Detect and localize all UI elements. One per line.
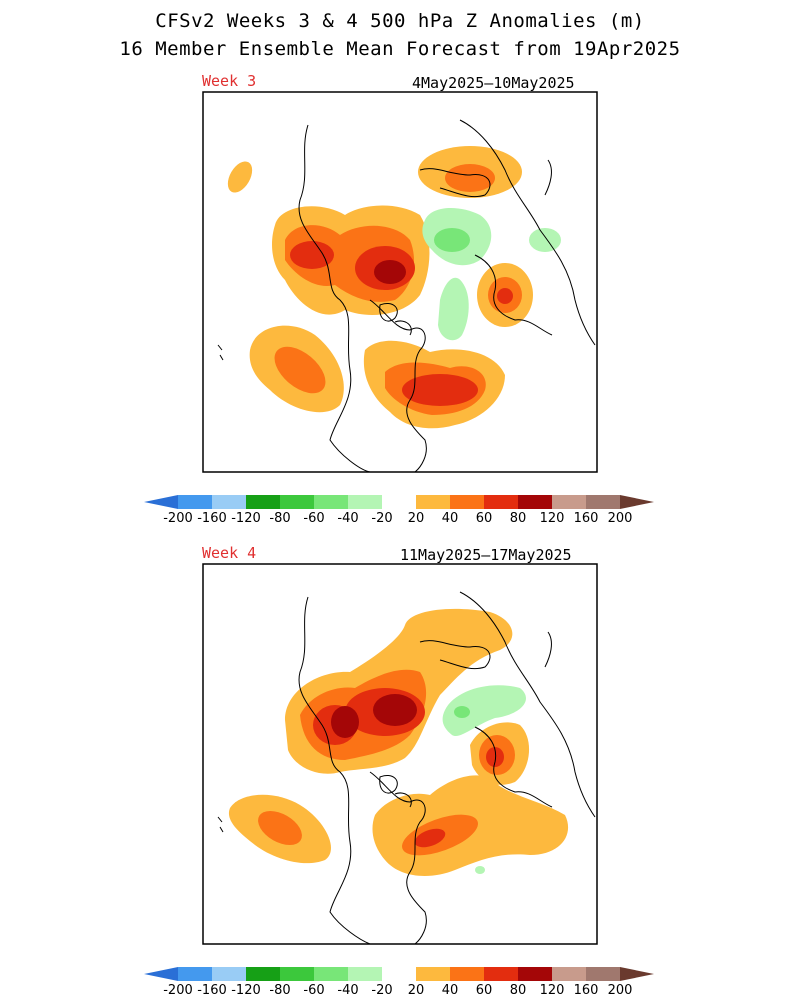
colorbar-box <box>586 967 620 981</box>
colorbar-box <box>178 495 212 509</box>
colorbar-tick-label: 20 <box>408 983 425 998</box>
colorbar-tick-label: -160 <box>197 511 227 526</box>
colorbar-tick-label: -120 <box>231 983 261 998</box>
colorbar-tick-label: 60 <box>476 983 493 998</box>
colorbar-box <box>416 967 450 981</box>
colorbar-tick-label: 120 <box>540 511 565 526</box>
colorbar-tick-label: 20 <box>408 511 425 526</box>
colorbar-box <box>348 495 382 509</box>
colorbar-tick-label: -200 <box>163 511 193 526</box>
colorbar-tick-label: -80 <box>269 983 290 998</box>
colorbar-arrow-high <box>620 495 654 509</box>
colorbar-tick-label: 80 <box>510 983 527 998</box>
colorbar-tick-label: 40 <box>442 511 459 526</box>
colorbar-box <box>552 967 586 981</box>
colorbar-arrow-low <box>144 967 178 981</box>
colorbar-tick-label: 40 <box>442 983 459 998</box>
week4-anomaly-field <box>217 591 596 944</box>
colorbar-box <box>382 495 416 509</box>
colorbar-tick-label: -80 <box>269 511 290 526</box>
panel-week4-dates: 11May2025–17May2025 <box>400 546 572 564</box>
chart-title: CFSv2 Weeks 3 & 4 500 hPa Z Anomalies (m… <box>155 10 645 32</box>
panel-week3-label: Week 3 <box>202 72 257 90</box>
colorbar-box <box>314 495 348 509</box>
colorbar-box <box>416 495 450 509</box>
colorbar-tick-label: -40 <box>337 983 358 998</box>
colorbar-box <box>280 495 314 509</box>
colorbar-arrow-low <box>144 495 178 509</box>
colorbar-box <box>178 967 212 981</box>
colorbar-tick-label: -40 <box>337 511 358 526</box>
colorbar-tick-label: -200 <box>163 983 193 998</box>
colorbar-tick-label: -20 <box>371 983 392 998</box>
colorbar-box <box>518 495 552 509</box>
colorbar-box <box>484 967 518 981</box>
colorbar-tick-label: 200 <box>608 511 633 526</box>
chart-subtitle: 16 Member Ensemble Mean Forecast from 19… <box>119 38 681 60</box>
colorbar-tick-label: -60 <box>303 983 324 998</box>
colorbar-box <box>484 495 518 509</box>
colorbar-box <box>518 967 552 981</box>
colorbar-box <box>212 495 246 509</box>
panel-week3-dates: 4May2025–10May2025 <box>412 74 575 92</box>
colorbar-box <box>348 967 382 981</box>
colorbar-box <box>280 967 314 981</box>
colorbar-tick-label: 120 <box>540 983 565 998</box>
colorbar-tick-label: -60 <box>303 511 324 526</box>
week3-anomaly-field <box>217 119 596 472</box>
colorbar-box <box>314 967 348 981</box>
colorbar-box <box>212 967 246 981</box>
colorbar-week4: -200 -160 -120 -80 -60 -40 -20 20 40 60 80 120 160 20… <box>144 967 654 998</box>
colorbar-tick-label: 200 <box>608 983 633 998</box>
colorbar-box <box>450 967 484 981</box>
week3-map-frame <box>202 91 598 473</box>
colorbar-tick-label: 80 <box>510 511 527 526</box>
colorbar-box <box>246 967 280 981</box>
colorbar-tick-label: 160 <box>574 983 599 998</box>
colorbar-box <box>586 495 620 509</box>
colorbar-tick-label: -20 <box>371 511 392 526</box>
colorbar-tick-label: 60 <box>476 511 493 526</box>
colorbar-box <box>382 967 416 981</box>
colorbar-tick-label: 160 <box>574 511 599 526</box>
panel-week4-label: Week 4 <box>202 544 257 562</box>
colorbar-box <box>246 495 280 509</box>
colorbar-week3: -200 -160 -120 -80 -60 -40 -20 20 40 60 80 120 160 20… <box>144 495 654 526</box>
colorbar-box <box>450 495 484 509</box>
colorbar-tick-label: -120 <box>231 511 261 526</box>
colorbar-tick-label: -160 <box>197 983 227 998</box>
colorbar-arrow-high <box>620 967 654 981</box>
week4-map-frame <box>202 563 598 945</box>
colorbar-box <box>552 495 586 509</box>
